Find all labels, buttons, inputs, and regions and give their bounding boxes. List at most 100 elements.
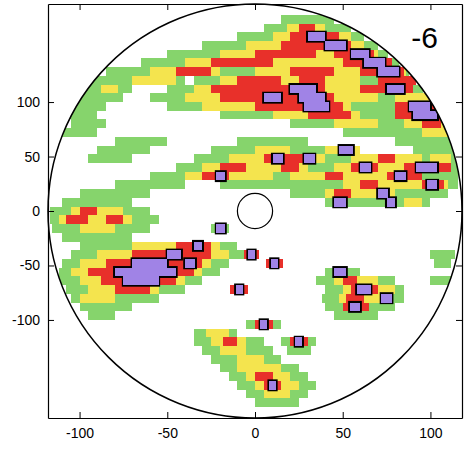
echo-cell <box>339 146 353 155</box>
tick-mark <box>430 412 431 418</box>
tick-mark <box>48 102 54 103</box>
tick <box>456 265 462 266</box>
echo-cell <box>273 154 284 163</box>
tick-label: -100 <box>12 312 40 328</box>
echo-cell <box>325 41 346 50</box>
echo-cell <box>80 93 124 102</box>
contour-outline <box>183 257 197 269</box>
echo-cell <box>351 163 377 172</box>
tick-mark <box>456 211 462 212</box>
echo-cell <box>185 93 378 102</box>
contour-outline <box>359 161 373 173</box>
echo-cell <box>325 268 360 277</box>
echo-cell <box>71 119 106 128</box>
echo-field <box>50 15 459 407</box>
echo-cell <box>50 215 159 224</box>
echo-cell <box>264 93 282 102</box>
echo-cell <box>281 337 316 346</box>
echo-cell <box>237 76 281 85</box>
contour-outline <box>215 170 227 182</box>
tick-mark <box>48 320 54 321</box>
echo-cell <box>290 85 316 94</box>
echo-cell <box>206 329 229 338</box>
contour-outline <box>415 161 439 173</box>
echo-cell <box>202 346 272 355</box>
echo-cell <box>237 364 281 373</box>
echo-cell <box>88 268 193 277</box>
echo-cell <box>194 242 203 251</box>
contour-outline <box>355 283 372 295</box>
contour-outline <box>376 188 390 200</box>
echo-cell <box>255 50 316 59</box>
tick-label: 100 <box>17 94 41 110</box>
tick <box>167 4 168 10</box>
echo-cell <box>80 303 133 312</box>
tick-mark <box>456 320 462 321</box>
chart: -100-50050100-100-50050100-6 <box>0 0 471 453</box>
tick-label: 100 <box>419 425 443 441</box>
tick-mark <box>456 157 462 158</box>
echo-cell <box>290 337 308 346</box>
echo-cell <box>185 259 196 268</box>
echo-cell <box>325 146 360 155</box>
echo-cell <box>194 85 413 94</box>
contour-outline <box>262 92 283 104</box>
echo-cell <box>387 85 405 94</box>
echo-cell <box>220 364 299 373</box>
echo-cell <box>357 285 371 294</box>
tick-mark <box>48 211 54 212</box>
echo-cell <box>80 189 150 198</box>
tick: 0 <box>32 203 54 219</box>
echo-cell <box>101 85 119 94</box>
tick <box>456 320 462 321</box>
tick: 0 <box>252 412 260 441</box>
tick: -100 <box>12 312 54 328</box>
contour-outline <box>122 275 160 287</box>
contour-outline <box>350 48 371 60</box>
echo-cell <box>255 398 299 407</box>
x-axis: -100-50050100 <box>49 412 463 441</box>
axis-line <box>462 5 463 419</box>
contour-outline <box>385 83 406 95</box>
echo-cell <box>220 93 334 102</box>
echo-cell <box>185 172 273 181</box>
echo-cell <box>246 320 281 329</box>
tick-mark <box>255 4 256 10</box>
echo-cell <box>395 111 441 120</box>
inner-ring <box>237 193 272 228</box>
echo-cell <box>325 172 343 181</box>
contour-outline <box>259 318 269 330</box>
y-axis-right <box>456 5 463 419</box>
echo-cell <box>304 102 329 111</box>
echo-cell <box>106 215 124 224</box>
echo-cell <box>260 320 267 329</box>
tick-mark <box>48 157 54 158</box>
tick-mark <box>80 412 81 418</box>
contour-outline <box>394 170 408 182</box>
contour-outline <box>411 109 439 121</box>
echo-cell <box>264 381 282 390</box>
tick-label: 50 <box>24 149 40 165</box>
tick-mark <box>167 4 168 10</box>
echo-cell <box>80 224 115 233</box>
echo-cell <box>378 189 389 198</box>
tick: -50 <box>20 257 54 273</box>
tick: -50 <box>158 412 178 441</box>
echo-cell <box>378 154 396 163</box>
contour-outline <box>288 83 318 95</box>
echo-cell <box>211 355 281 364</box>
tick <box>456 157 462 158</box>
tick-label: -50 <box>158 425 178 441</box>
echo-cell <box>167 250 181 259</box>
echo-cell <box>211 337 246 346</box>
echo-cell <box>334 268 346 277</box>
echo-cell <box>255 320 273 329</box>
echo-cell <box>427 180 438 189</box>
echo-cell <box>211 58 272 67</box>
contour-outline <box>166 249 183 261</box>
echo-cell <box>115 180 185 189</box>
y-axis: -100 -50 0 50 100 <box>12 5 54 419</box>
echo-cell <box>343 303 369 312</box>
echo-cell <box>334 119 378 128</box>
echo-cell <box>80 294 115 303</box>
